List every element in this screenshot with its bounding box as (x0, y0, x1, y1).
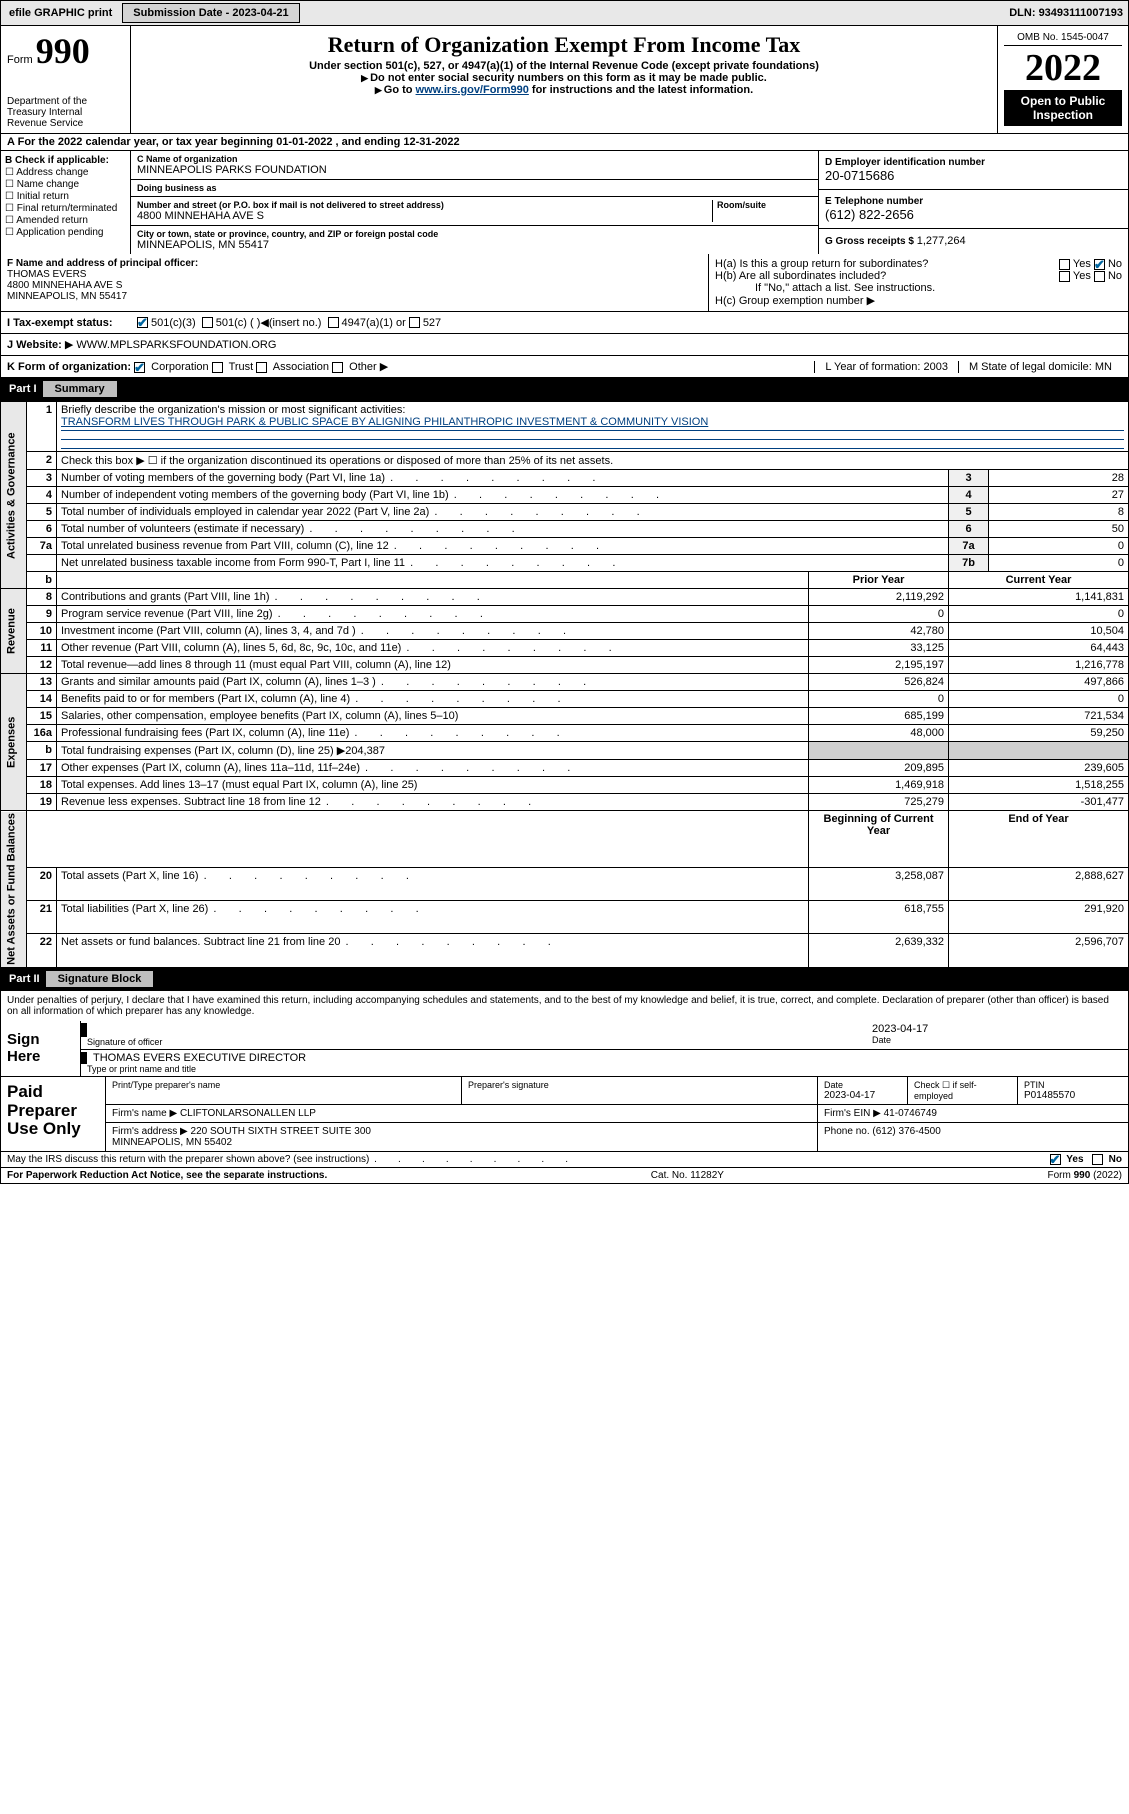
hdr-beg: Beginning of Current Year (809, 811, 949, 868)
chk-527[interactable] (409, 317, 420, 328)
form-header: Form 990 Department of the Treasury Inte… (0, 26, 1129, 134)
sig-date-value: 2023-04-17 (872, 1023, 1122, 1035)
chk-amended[interactable]: ☐ Amended return (5, 215, 126, 226)
discuss-row: May the IRS discuss this return with the… (0, 1152, 1129, 1168)
hdr-end: End of Year (949, 811, 1129, 868)
signature-block: Under penalties of perjury, I declare th… (0, 991, 1129, 1077)
officer-addr2: MINNEAPOLIS, MN 55417 (7, 291, 702, 302)
street-value: 4800 MINNEHAHA AVE S (137, 210, 712, 222)
side-rev: Revenue (1, 589, 27, 674)
box-c-name-label: C Name of organization (137, 154, 812, 164)
irs-link[interactable]: www.irs.gov/Form990 (416, 84, 529, 96)
tax-year: 2022 (1004, 46, 1122, 90)
line1-label: Briefly describe the organization's miss… (61, 404, 405, 416)
h-b-note: If "No," attach a list. See instructions… (715, 282, 1122, 294)
box-g-label: G Gross receipts $ (825, 236, 917, 247)
box-e-label: E Telephone number (825, 196, 1122, 207)
side-ag: Activities & Governance (1, 402, 27, 589)
website-value: WWW.MPLSPARKSFOUNDATION.ORG (76, 339, 276, 351)
side-na: Net Assets or Fund Balances (1, 811, 27, 968)
sig-intro: Under penalties of perjury, I declare th… (1, 991, 1128, 1021)
box-l: L Year of formation: 2003 (814, 361, 958, 373)
row-a-taxyear: A For the 2022 calendar year, or tax yea… (0, 134, 1129, 151)
discuss-no[interactable] (1092, 1154, 1103, 1165)
part-i-header: Part I Summary (0, 378, 1129, 401)
h-a: H(a) Is this a group return for subordin… (715, 258, 1122, 270)
row-k: K Form of organization: Corporation Trus… (0, 356, 1129, 378)
chk-trust[interactable] (212, 362, 223, 373)
officer-addr1: 4800 MINNEHAHA AVE S (7, 280, 702, 291)
subtitle-3: Go to www.irs.gov/Form990 for instructio… (137, 84, 991, 96)
officer-name-title: THOMAS EVERS EXECUTIVE DIRECTOR (81, 1052, 1122, 1064)
box-f-label: F Name and address of principal officer: (7, 258, 702, 269)
dba-label: Doing business as (137, 183, 812, 193)
firm-phone: (612) 376-4500 (872, 1126, 940, 1137)
pra-notice: For Paperwork Reduction Act Notice, see … (7, 1170, 327, 1181)
chk-app-pending[interactable]: ☐ Application pending (5, 227, 126, 238)
form-footer: Form 990 (2022) (1048, 1170, 1122, 1181)
dept-treasury: Department of the Treasury Internal Reve… (7, 96, 124, 129)
omb-number: OMB No. 1545-0047 (1004, 30, 1122, 46)
page-footer: For Paperwork Reduction Act Notice, see … (0, 1168, 1129, 1184)
paid-preparer-label: Paid Preparer Use Only (1, 1077, 106, 1151)
subtitle-1: Under section 501(c), 527, or 4947(a)(1)… (137, 60, 991, 72)
box-b: B Check if applicable: ☐ Address change … (1, 151, 131, 254)
sig-officer-label: Signature of officer (87, 1037, 872, 1047)
sign-here-label: Sign Here (1, 1021, 81, 1076)
form-prefix: Form (7, 54, 33, 66)
row-i: I Tax-exempt status: 501(c)(3) 501(c) ( … (0, 312, 1129, 334)
firm-ein: 41-0746749 (884, 1108, 937, 1119)
top-toolbar: efile GRAPHIC print Submission Date - 20… (0, 0, 1129, 26)
open-inspection: Open to Public Inspection (1004, 90, 1122, 126)
name-title-label: Type or print name and title (87, 1064, 1122, 1074)
officer-name: THOMAS EVERS (7, 269, 702, 280)
phone-value: (612) 822-2656 (825, 207, 1122, 222)
subtitle-2: Do not enter social security numbers on … (137, 72, 991, 84)
discuss-yes[interactable] (1050, 1154, 1061, 1165)
chk-address-change[interactable]: ☐ Address change (5, 167, 126, 178)
city-value: MINNEAPOLIS, MN 55417 (137, 239, 812, 251)
chk-name-change[interactable]: ☐ Name change (5, 179, 126, 190)
officer-group-block: F Name and address of principal officer:… (0, 254, 1129, 312)
chk-501c[interactable] (202, 317, 213, 328)
firm-name: CLIFTONLARSONALLEN LLP (180, 1108, 316, 1119)
org-info-block: B Check if applicable: ☐ Address change … (0, 151, 1129, 254)
box-d-label: D Employer identification number (825, 157, 1122, 168)
date-label: Date (872, 1035, 1122, 1045)
part-ii-header: Part II Signature Block (0, 968, 1129, 991)
hdr-curr: Current Year (949, 572, 1129, 589)
side-exp: Expenses (1, 674, 27, 811)
chk-other[interactable] (332, 362, 343, 373)
form-number: 990 (36, 31, 90, 71)
line2: Check this box ▶ ☐ if the organization d… (57, 452, 1129, 470)
org-name: MINNEAPOLIS PARKS FOUNDATION (137, 164, 812, 176)
chk-initial-return[interactable]: ☐ Initial return (5, 191, 126, 202)
efile-label: efile GRAPHIC print (1, 4, 120, 22)
submission-date-button[interactable]: Submission Date - 2023-04-21 (122, 3, 299, 23)
mission-text: TRANSFORM LIVES THROUGH PARK & PUBLIC SP… (61, 416, 708, 428)
hdr-prior: Prior Year (809, 572, 949, 589)
street-label: Number and street (or P.O. box if mail i… (137, 200, 712, 210)
chk-501c3[interactable] (137, 317, 148, 328)
dln: DLN: 93493111007193 (1009, 7, 1123, 19)
box-m: M State of legal domicile: MN (958, 361, 1122, 373)
city-label: City or town, state or province, country… (137, 229, 812, 239)
chk-assoc[interactable] (256, 362, 267, 373)
paid-preparer-block: Paid Preparer Use Only Print/Type prepar… (0, 1077, 1129, 1152)
cat-no: Cat. No. 11282Y (651, 1170, 724, 1181)
h-b: H(b) Are all subordinates included? Yes … (715, 270, 1122, 282)
chk-4947[interactable] (328, 317, 339, 328)
summary-table: Activities & Governance 1 Briefly descri… (0, 401, 1129, 968)
row-j: J Website: ▶ WWW.MPLSPARKSFOUNDATION.ORG (0, 334, 1129, 356)
chk-corp[interactable] (134, 362, 145, 373)
gross-receipts: 1,277,264 (917, 235, 966, 247)
room-label: Room/suite (717, 200, 812, 210)
form-title: Return of Organization Exempt From Incom… (137, 32, 991, 58)
ein-value: 20-0715686 (825, 168, 1122, 183)
h-c: H(c) Group exemption number ▶ (715, 294, 1122, 307)
chk-final-return[interactable]: ☐ Final return/terminated (5, 203, 126, 214)
